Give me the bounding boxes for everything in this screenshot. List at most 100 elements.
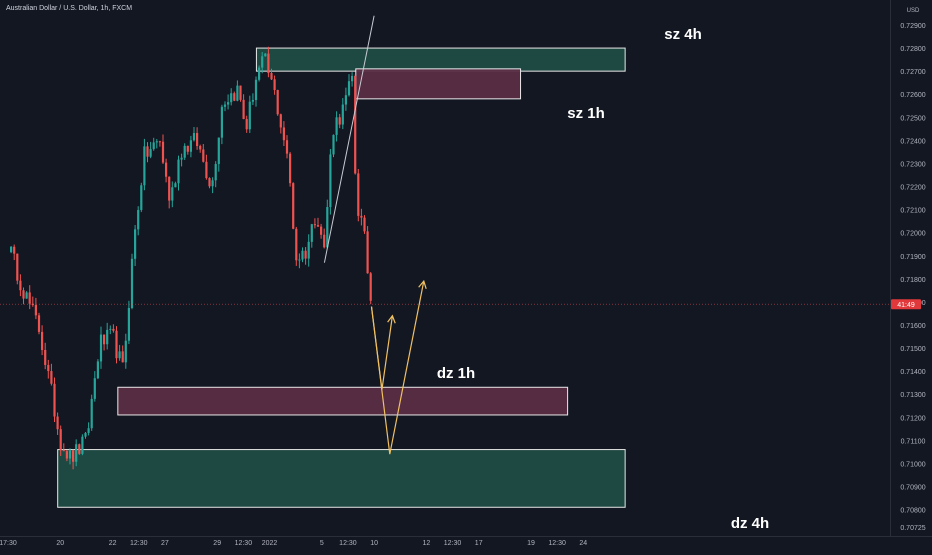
zone-dz-4h [57,449,626,508]
candle-body [168,176,171,201]
candle-body [335,117,338,135]
price-tick-label: 0.71300 [900,392,925,399]
candle-body [239,85,242,100]
candle-body [165,162,168,177]
price-tick-label: 0.71400 [900,369,925,376]
candle-body [205,161,208,179]
candle-body [140,185,143,211]
candle-body [329,154,332,208]
candle-body [28,292,31,304]
candle-body [84,432,87,437]
candle-body [298,259,301,261]
candle-body [307,241,310,259]
time-tick-label: 12 [423,540,431,547]
candle-body [146,146,149,157]
candle-body [285,140,289,154]
candle-body [53,383,56,417]
candle-body [10,246,13,253]
candle-body [199,146,202,150]
candle-body [295,228,298,261]
candle-body [267,53,270,74]
zone-label-dz-1h: dz 1h [437,365,475,382]
candle-body [31,303,34,306]
candle-body [273,79,276,91]
candle-body [208,178,211,187]
zone-sz-4h [255,47,626,72]
zone-dz-1h [117,386,569,416]
candle-body [248,101,251,130]
candle-body [127,307,130,341]
price-tick-label: 0.70900 [900,485,925,492]
time-tick-label: 19 [527,540,535,547]
price-tick-label: 0.72700 [900,69,925,76]
candle-body [155,141,158,143]
candle-body [115,330,118,359]
price-tick-label: 0.71200 [900,415,925,422]
candle-body [19,280,22,291]
candle-body [37,315,41,332]
candle-body [41,331,44,350]
time-tick-label: 2022 [262,540,278,547]
candle-body [289,153,292,184]
candle-body [149,149,152,157]
candle-body [22,290,25,299]
price-tick-label: 0.72000 [900,231,925,238]
candle-body [90,398,93,429]
time-tick-label: 12:30 [548,540,566,547]
candle-body [279,114,282,128]
projection-arrowhead [418,279,427,289]
candle-body [174,183,177,188]
candle-body [158,141,161,143]
candle-body [320,226,323,235]
candle-body [354,75,357,174]
price-tick-label: 0.72500 [900,115,925,122]
candle-body [96,361,99,379]
price-tick-label: 0.72600 [900,92,925,99]
candle-body [310,224,313,242]
candle-body [99,334,103,362]
candle-body [357,173,360,216]
candle-body [341,104,344,125]
candle-body [245,119,248,130]
time-tick-label: 24 [579,540,587,547]
candle-body [236,85,239,101]
price-unit-label: USD [907,8,920,14]
current-price-badge [891,299,921,310]
candle-body [214,163,217,181]
candle-body [369,273,372,301]
candle-body [332,134,335,155]
candle-body [313,224,316,226]
candle-body [130,258,134,308]
candle-body [230,93,233,103]
candle-body [223,104,227,107]
candle-body [34,305,37,316]
zone-sz-1h [355,68,522,100]
zone-label-dz-4h: dz 4h [731,515,769,532]
candle-body [78,444,81,454]
candle-body [366,231,369,274]
candle-body [326,207,329,248]
candle-body [347,81,351,96]
candle-body [363,217,366,232]
candle-body [264,53,267,57]
price-tick-label: 0.71900 [900,254,925,261]
candle-body [47,364,50,372]
candle-body [50,371,53,384]
candle-body [301,250,304,260]
candle-body [25,292,28,299]
candle-body [44,349,47,365]
candle-body [75,444,78,462]
candle-body [261,56,264,68]
candle-body [196,133,199,147]
candle-body [143,146,146,186]
price-tick-label: 0.70800 [900,508,925,515]
candle-body [124,340,127,363]
candle-body [161,141,165,163]
time-tick-label: 22 [109,540,117,547]
zone-label-sz-4h: sz 4h [664,26,702,43]
candle-body [152,142,155,150]
price-tick-label: 0.72400 [900,138,925,145]
candle-body [192,133,196,141]
